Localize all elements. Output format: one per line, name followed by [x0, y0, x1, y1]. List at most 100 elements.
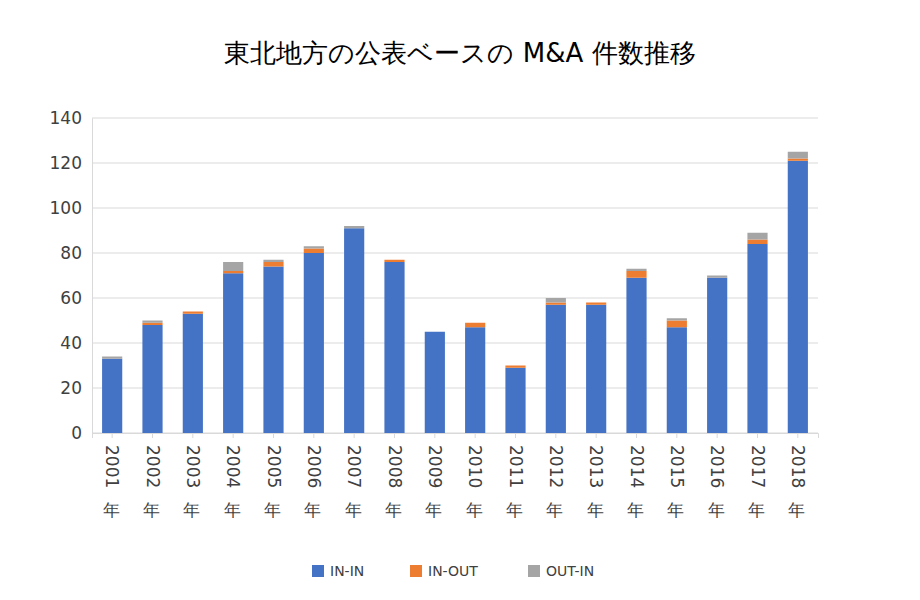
- x-tick: 2007年: [344, 433, 364, 519]
- x-tick-label: 2010年: [465, 445, 485, 519]
- x-tick: 2016年: [707, 433, 727, 519]
- bar: [707, 276, 727, 278]
- legend-swatch: [410, 565, 422, 577]
- bar: [465, 322, 485, 323]
- legend-item: IN-IN: [312, 563, 364, 579]
- x-tick-mark: [797, 433, 798, 438]
- bar: [788, 159, 808, 161]
- x-tick: 2013年: [586, 433, 606, 519]
- x-tick-label: 2001年: [102, 445, 122, 519]
- bar: [546, 305, 566, 433]
- chart: 東北地方の公表ベースの M&A 件数推移02040608010012014020…: [0, 0, 920, 600]
- y-tick: 100: [50, 198, 92, 218]
- y-tick: 60: [60, 288, 92, 308]
- y-tick-label: 60: [60, 288, 82, 308]
- x-tick-mark: [596, 433, 597, 438]
- bar: [425, 331, 445, 332]
- x-tick-mark: [434, 433, 435, 438]
- bar: [626, 271, 646, 278]
- bar: [425, 332, 445, 433]
- x-tick-label: 2008年: [385, 445, 405, 519]
- y-tick-label: 20: [60, 378, 82, 398]
- x-tick: 2009年: [425, 433, 445, 519]
- bar: [626, 269, 646, 271]
- bar: [505, 368, 525, 433]
- x-tick-label: 2018年: [788, 445, 808, 519]
- x-tick: 2011年: [506, 433, 526, 519]
- legend-label: IN-IN: [330, 563, 364, 579]
- y-tick-label: 100: [50, 198, 82, 218]
- legend-item: OUT-IN: [528, 563, 594, 579]
- legend: IN-ININ-OUTOUT-IN: [312, 563, 594, 579]
- bar: [183, 314, 203, 433]
- bar: [102, 357, 122, 359]
- x-tick-mark: [717, 433, 718, 438]
- bar: [788, 161, 808, 433]
- x-tick-label: 2015年: [667, 445, 687, 519]
- x-tick-mark: [676, 433, 677, 438]
- grid-line: [92, 163, 818, 164]
- y-axis: 0 20 40 60 80 100 120 140: [50, 108, 93, 443]
- bar: [505, 365, 525, 366]
- x-tick-label: 2014年: [627, 445, 647, 519]
- bar: [546, 303, 566, 305]
- bar: [344, 226, 364, 228]
- y-axis-line: [92, 119, 93, 434]
- y-tick-label: 40: [60, 333, 82, 353]
- x-tick: 2004年: [223, 433, 243, 519]
- x-tick-label: 2011年: [506, 445, 526, 519]
- x-tick-mark: [354, 433, 355, 438]
- bar: [747, 240, 767, 245]
- bar: [788, 152, 808, 159]
- y-tick: 140: [50, 108, 92, 128]
- legend-swatch: [528, 565, 540, 577]
- y-tick: 80: [60, 243, 92, 263]
- x-tick-mark: [555, 433, 556, 438]
- bar: [223, 262, 243, 271]
- bar: [304, 246, 324, 248]
- x-tick-label: 2007年: [344, 445, 364, 519]
- x-tick-label: 2017年: [748, 445, 768, 519]
- x-tick: 2014年: [627, 433, 647, 519]
- bar: [102, 359, 122, 433]
- bar: [223, 271, 243, 273]
- x-tick-mark: [475, 433, 476, 438]
- bar: [747, 244, 767, 433]
- bar: [747, 233, 767, 240]
- bar: [142, 321, 162, 323]
- bar: [183, 312, 203, 314]
- y-tick: 120: [50, 153, 92, 173]
- x-tick-label: 2003年: [183, 445, 203, 519]
- bar: [626, 278, 646, 433]
- x-tick-label: 2009年: [425, 445, 445, 519]
- x-tick-label: 2016年: [707, 445, 727, 519]
- bar: [586, 303, 606, 305]
- y-tick: 40: [60, 333, 92, 353]
- bar: [384, 259, 404, 260]
- x-tick: 2003年: [183, 433, 203, 519]
- x-tick-mark: [192, 433, 193, 438]
- bar: [304, 249, 324, 254]
- x-axis: 2001年2002年2003年2004年2005年2006年2007年2008年…: [93, 433, 819, 519]
- x-tick-mark: [233, 433, 234, 438]
- x-tick-label: 2005年: [264, 445, 284, 519]
- x-tick: 2008年: [385, 433, 405, 519]
- bar: [425, 331, 445, 332]
- y-tick-label: 0: [71, 423, 82, 443]
- bar: [465, 323, 485, 328]
- bar: [304, 253, 324, 433]
- x-tick: 2017年: [748, 433, 768, 519]
- x-axis-line: [93, 434, 819, 439]
- bar: [667, 327, 687, 433]
- bar: [465, 327, 485, 433]
- x-tick-label: 2012年: [546, 445, 566, 519]
- bar: [263, 267, 283, 434]
- bar: [263, 262, 283, 267]
- y-tick: 20: [60, 378, 92, 398]
- x-tick: 2012年: [546, 433, 566, 519]
- bar: [707, 278, 727, 433]
- x-tick-label: 2006年: [304, 445, 324, 519]
- bar: [384, 262, 404, 433]
- grid-line: [92, 118, 818, 119]
- x-tick: 2001年: [102, 433, 122, 519]
